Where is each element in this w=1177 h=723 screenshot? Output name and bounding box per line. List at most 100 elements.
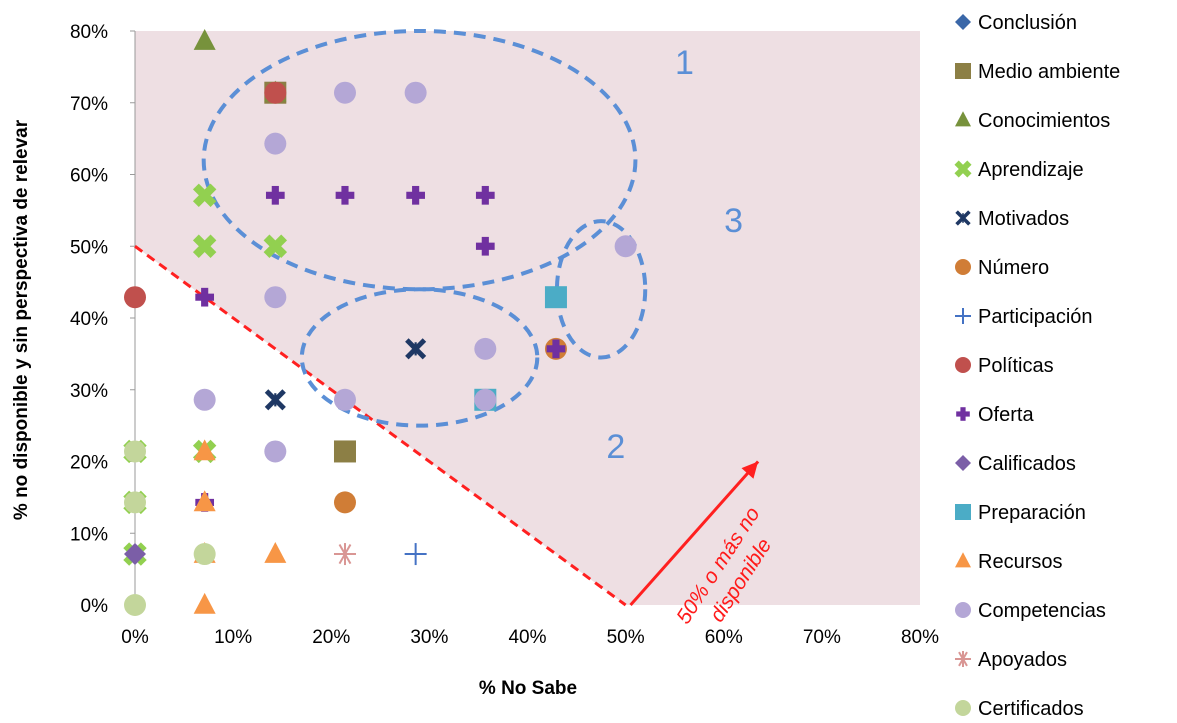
legend-marker [955, 700, 971, 716]
legend-label: Preparación [978, 502, 1086, 524]
y-tick-label: 30% [70, 381, 108, 402]
threshold-line [134, 245, 627, 607]
cluster-ellipse-1 [201, 29, 638, 292]
shaded-region [135, 31, 920, 605]
legend-marker [955, 259, 971, 275]
legend-item: Recursos [955, 551, 1062, 573]
y-tick-label: 50% [70, 237, 108, 258]
legend-label: Conclusión [978, 12, 1077, 34]
point-oferta [195, 287, 215, 307]
arrow-head [741, 461, 759, 479]
point-oferta [265, 185, 285, 205]
point-competencias [474, 388, 497, 411]
cluster-ellipse-2 [299, 287, 540, 428]
legend-item: Número [955, 257, 1049, 279]
cluster-ellipse-3 [554, 219, 648, 360]
legend-item: Oferta [956, 404, 1034, 426]
point-competencias [404, 81, 427, 104]
point-competencias [474, 337, 497, 360]
cluster-label-1: 1 [675, 44, 694, 82]
legend-label: Número [978, 257, 1049, 279]
y-tick-label: 60% [70, 166, 108, 187]
legend-marker [956, 407, 970, 421]
point-motivados [264, 389, 286, 411]
legend-item: Calificados [955, 453, 1076, 475]
legend-item: Medio ambiente [955, 61, 1120, 83]
legend-marker [955, 552, 971, 568]
point-recursos [193, 439, 216, 461]
legend-item: Políticas [955, 355, 1054, 377]
cluster-label-2: 2 [606, 428, 625, 466]
legend-item: Competencias [955, 600, 1106, 622]
legend-item: Participación [955, 306, 1093, 328]
point-competencias [264, 440, 287, 463]
legend-label: Apoyados [978, 649, 1067, 671]
point-aprendizaje [192, 183, 217, 208]
point-certificados [124, 440, 146, 463]
x-tick-label: 60% [705, 627, 743, 648]
legend-label: Aprendizaje [978, 159, 1084, 181]
point-pol-ticas [124, 286, 146, 309]
legend-item: Conocimientos [955, 110, 1110, 132]
cluster-label-3: 3 [724, 202, 743, 240]
y-axis-title: % no disponible y sin perspectiva de rel… [11, 119, 32, 520]
point-oferta [546, 339, 566, 359]
point-competencias [614, 235, 637, 258]
point-medio-ambiente [333, 440, 356, 463]
legend-label: Participación [978, 306, 1093, 328]
legend-item: Motivados [955, 208, 1069, 230]
point-oferta [475, 185, 495, 205]
point-conocimientos [193, 28, 216, 50]
legend-label: Políticas [978, 355, 1054, 377]
x-tick-label: 10% [214, 627, 252, 648]
legend-label: Conocimientos [978, 110, 1110, 132]
legend-label: Oferta [978, 404, 1034, 426]
point-certificados [124, 594, 146, 616]
y-tick-label: 70% [70, 94, 108, 115]
x-axis-title: % No Sabe [479, 678, 577, 699]
arrow-shaft [629, 460, 760, 606]
legend-marker [955, 357, 971, 373]
legend-label: Calificados [978, 453, 1076, 475]
point-participaci-n [404, 543, 427, 566]
point-oferta [335, 185, 355, 205]
legend-marker [954, 160, 972, 178]
point-recursos [264, 541, 287, 563]
point-aprendizaje [263, 234, 288, 258]
x-tick-label: 40% [508, 627, 546, 648]
legend-marker [955, 308, 971, 324]
y-tick-label: 40% [70, 309, 108, 330]
point-n-mero [333, 491, 356, 514]
legend-marker [955, 210, 971, 226]
y-tick-label: 10% [70, 524, 108, 545]
legend-item: Preparación [955, 502, 1086, 524]
point-preparaci-n [544, 286, 567, 309]
y-tick-label: 20% [70, 453, 108, 474]
legend-item: Apoyados [955, 649, 1067, 671]
legend-marker [955, 504, 971, 520]
point-competencias [264, 132, 287, 155]
legend-item: Certificados [955, 698, 1084, 720]
legend-marker [955, 602, 971, 618]
point-certificados [124, 491, 146, 514]
legend-label: Medio ambiente [978, 61, 1120, 83]
x-tick-label: 30% [410, 627, 448, 648]
point-certificados [193, 543, 216, 566]
legend-marker [955, 63, 971, 79]
point-oferta [475, 236, 495, 256]
x-tick-label: 70% [803, 627, 841, 648]
legend-marker [955, 455, 971, 471]
y-tick-label: 0% [81, 596, 109, 617]
x-tick-label: 0% [121, 627, 149, 648]
point-recursos [193, 592, 216, 614]
legend-marker [955, 651, 971, 667]
legend-label: Certificados [978, 698, 1084, 720]
legend-label: Recursos [978, 551, 1062, 573]
legend-label: Competencias [978, 600, 1106, 622]
point-competencias [264, 286, 287, 309]
point-aprendizaje [192, 234, 217, 258]
legend-item: Aprendizaje [954, 159, 1084, 181]
point-motivados [405, 338, 427, 360]
point-competencias [333, 388, 356, 411]
x-tick-label: 20% [312, 627, 350, 648]
